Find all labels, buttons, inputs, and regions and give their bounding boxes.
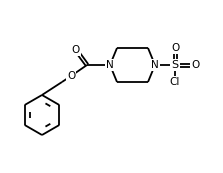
- Text: O: O: [171, 43, 179, 53]
- Text: S: S: [171, 60, 179, 70]
- Text: O: O: [72, 45, 80, 55]
- Text: Cl: Cl: [170, 77, 180, 87]
- Text: N: N: [106, 60, 114, 70]
- Text: O: O: [191, 60, 199, 70]
- Text: N: N: [151, 60, 159, 70]
- Text: O: O: [67, 71, 75, 81]
